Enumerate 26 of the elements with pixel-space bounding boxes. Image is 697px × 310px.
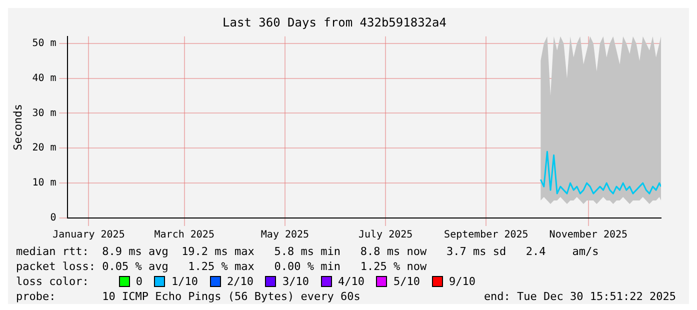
legend-label: 0: [136, 274, 142, 289]
y-axis-title: Seconds: [11, 104, 24, 150]
x-tick-label: May 2025: [260, 230, 310, 241]
legend-label: 2/10: [226, 274, 254, 289]
text: probe: 10 ICMP Echo Pings (56 Bytes) every 60s: [16, 289, 360, 304]
y-tick-label: 20 m: [32, 142, 56, 154]
y-tick-label: 0: [50, 212, 56, 224]
y-tick-label: 10 m: [32, 178, 56, 189]
x-tick-label: November 2025: [549, 230, 628, 241]
x-tick-label: January 2025: [52, 230, 125, 241]
legend-label: 4/10: [338, 274, 364, 289]
x-tick-label: March 2025: [154, 230, 214, 241]
y-tick-label: 40 m: [32, 72, 56, 84]
legend-label: 9/10: [448, 274, 476, 289]
legend-label: 1/10: [171, 274, 198, 289]
y-tick-label: 30 m: [32, 108, 56, 119]
x-tick-label: July 2025: [358, 230, 413, 241]
chart-title: Last 360 Days from 432b591832a4: [222, 15, 446, 30]
text: median rtt: 8.9 ms avg 19.2 ms max 5.8 ms min 8.8 ms now 3.7 ms sd 2.4 am/s: [16, 244, 600, 259]
text: end: Tue Dec 30 15:51:22 2025: [484, 289, 676, 304]
y-tick-label: 50 m: [32, 38, 56, 49]
legend-title: loss color:: [16, 274, 89, 289]
text: packet loss: 0.05 % avg 1.25 % max 0.00 % min 1.25 % now: [16, 259, 428, 274]
x-tick-label: September 2025: [444, 230, 528, 241]
legend-label: 3/10: [282, 274, 309, 289]
legend-label: 5/10: [393, 274, 420, 289]
